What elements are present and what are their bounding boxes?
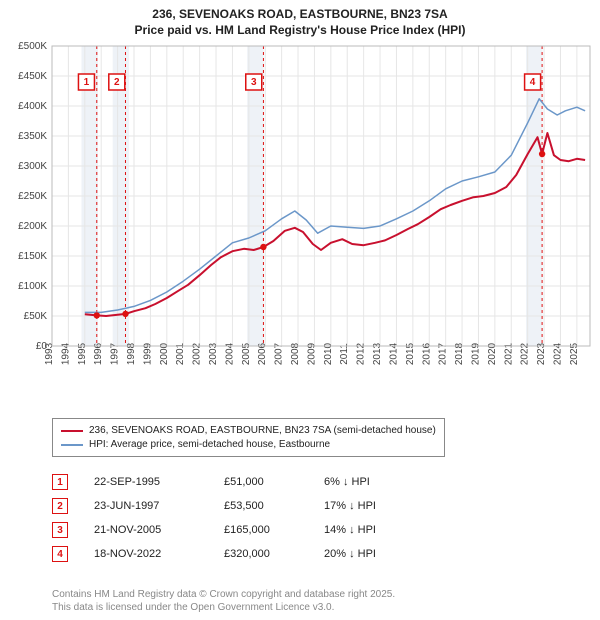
svg-text:£200K: £200K (18, 221, 47, 232)
sale-diff-0: 6% ↓ HPI (324, 476, 434, 488)
sale-date-0: 22-SEP-1995 (94, 476, 224, 488)
svg-text:£400K: £400K (18, 101, 47, 112)
sale-marker-3-num: 4 (57, 549, 63, 560)
sale-diff-1: 17% ↓ HPI (324, 500, 434, 512)
footer-line-1: Contains HM Land Registry data © Crown c… (52, 588, 395, 601)
sale-date-1: 23-JUN-1997 (94, 500, 224, 512)
sale-marker-3: 4 (52, 546, 68, 562)
sale-marker-0: 1 (52, 474, 68, 490)
svg-text:3: 3 (251, 77, 257, 88)
svg-text:£350K: £350K (18, 131, 47, 142)
legend-row-0: 236, SEVENOAKS ROAD, EASTBOURNE, BN23 7S… (61, 424, 436, 438)
svg-text:2: 2 (114, 77, 120, 88)
svg-text:4: 4 (530, 77, 536, 88)
svg-text:£450K: £450K (18, 71, 47, 82)
sale-marker-0-num: 1 (57, 477, 63, 488)
sale-marker-1: 2 (52, 498, 68, 514)
legend-label-1: HPI: Average price, semi-detached house,… (89, 438, 330, 452)
sale-diff-3: 20% ↓ HPI (324, 548, 434, 560)
sale-price-1: £53,500 (224, 500, 324, 512)
svg-text:1: 1 (84, 77, 90, 88)
sale-marker-1-num: 2 (57, 501, 63, 512)
sale-marker-2: 3 (52, 522, 68, 538)
sale-date-2: 21-NOV-2005 (94, 524, 224, 536)
sales-row-1: 2 23-JUN-1997 £53,500 17% ↓ HPI (52, 494, 434, 518)
chart-title-block: 236, SEVENOAKS ROAD, EASTBOURNE, BN23 7S… (0, 0, 600, 40)
sales-row-0: 1 22-SEP-1995 £51,000 6% ↓ HPI (52, 470, 434, 494)
svg-text:£250K: £250K (18, 191, 47, 202)
sale-marker-2-num: 3 (57, 525, 63, 536)
sale-diff-2: 14% ↓ HPI (324, 524, 434, 536)
legend: 236, SEVENOAKS ROAD, EASTBOURNE, BN23 7S… (52, 418, 445, 457)
price-chart-svg: £0£50K£100K£150K£200K£250K£300K£350K£400… (0, 40, 600, 410)
sale-price-3: £320,000 (224, 548, 324, 560)
legend-row-1: HPI: Average price, semi-detached house,… (61, 438, 436, 452)
svg-text:£100K: £100K (18, 281, 47, 292)
legend-label-0: 236, SEVENOAKS ROAD, EASTBOURNE, BN23 7S… (89, 424, 436, 438)
legend-swatch-1 (61, 444, 83, 446)
svg-text:£50K: £50K (24, 311, 48, 322)
sale-price-2: £165,000 (224, 524, 324, 536)
sale-date-3: 18-NOV-2022 (94, 548, 224, 560)
sales-table: 1 22-SEP-1995 £51,000 6% ↓ HPI 2 23-JUN-… (52, 470, 434, 566)
footer-attribution: Contains HM Land Registry data © Crown c… (52, 588, 395, 614)
svg-text:£150K: £150K (18, 251, 47, 262)
svg-text:£300K: £300K (18, 161, 47, 172)
title-line-2: Price paid vs. HM Land Registry's House … (10, 22, 590, 38)
sale-price-0: £51,000 (224, 476, 324, 488)
title-line-1: 236, SEVENOAKS ROAD, EASTBOURNE, BN23 7S… (10, 6, 590, 22)
footer-line-2: This data is licensed under the Open Gov… (52, 601, 395, 614)
legend-swatch-0 (61, 430, 83, 432)
chart-area: £0£50K£100K£150K£200K£250K£300K£350K£400… (0, 40, 600, 410)
sales-row-3: 4 18-NOV-2022 £320,000 20% ↓ HPI (52, 542, 434, 566)
sales-row-2: 3 21-NOV-2005 £165,000 14% ↓ HPI (52, 518, 434, 542)
svg-text:£500K: £500K (18, 41, 47, 52)
